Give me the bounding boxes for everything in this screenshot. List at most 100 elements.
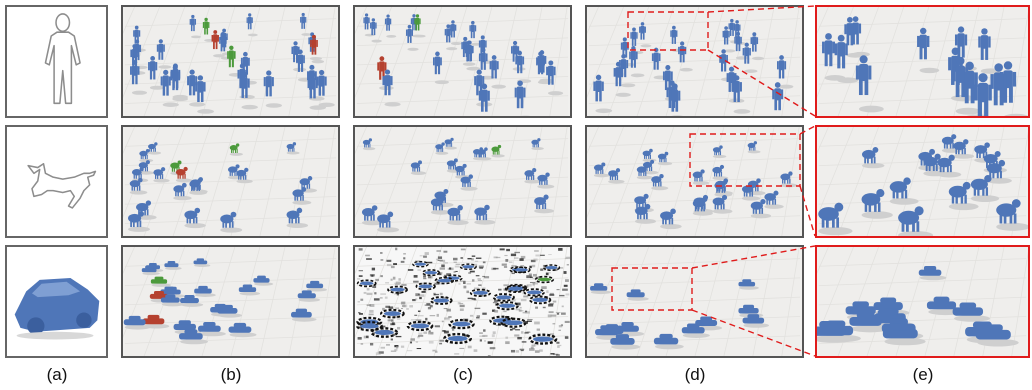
animal-figure	[128, 211, 150, 232]
car-figure	[500, 317, 527, 328]
animal-figure	[430, 195, 451, 215]
human-figure	[515, 50, 532, 84]
car-figure	[306, 280, 327, 292]
car-figure	[228, 322, 257, 338]
animal-figure	[986, 159, 1012, 184]
car-figure	[253, 275, 274, 286]
human-figure	[844, 16, 865, 58]
car-figure	[534, 275, 555, 284]
car-figure	[495, 301, 519, 311]
car-figure	[356, 320, 383, 332]
car-model-panel	[5, 245, 108, 358]
zoom-panel-e-animals	[815, 125, 1030, 238]
caption-d: (d)	[684, 365, 706, 384]
human-figure	[370, 18, 382, 43]
car-figure	[356, 279, 377, 288]
car-figure	[415, 282, 436, 291]
animal-figure	[286, 142, 300, 155]
car-figure	[179, 329, 209, 345]
animal-figure	[139, 148, 154, 163]
animal-figure	[937, 154, 962, 178]
animal-figure	[537, 172, 555, 189]
car-figure	[882, 323, 926, 346]
human-figure	[444, 24, 458, 51]
animal-figure	[286, 207, 309, 229]
human-figure	[855, 55, 884, 113]
human-figure	[246, 13, 258, 37]
car-figure	[380, 308, 405, 319]
animal-figure	[477, 147, 492, 161]
humans-b-scene	[123, 7, 337, 116]
car-figure	[952, 302, 990, 322]
car-model-icon	[14, 277, 100, 340]
car-figure	[297, 290, 321, 302]
car-figure	[412, 260, 429, 268]
animal-figure	[236, 167, 253, 184]
human-figure	[474, 69, 493, 107]
animal-figure	[292, 186, 312, 205]
animal-figure	[898, 206, 934, 236]
human-figure	[195, 75, 214, 114]
animal-figure	[861, 189, 893, 219]
human-figure	[377, 56, 394, 91]
human-figure	[239, 71, 258, 110]
animal-figure	[636, 164, 653, 180]
animal-figure	[764, 190, 784, 209]
result-panel-b-humans	[121, 5, 340, 118]
animal-figure	[184, 207, 206, 229]
human-figure	[187, 69, 206, 107]
car-figure	[238, 284, 261, 296]
animal-figure	[861, 147, 885, 169]
human-figure	[613, 61, 631, 97]
animals-b-scene	[123, 127, 337, 236]
human-figure	[478, 83, 490, 112]
animal-figure	[531, 138, 544, 151]
human-figure	[414, 14, 426, 38]
caption-b: (b)	[220, 365, 242, 384]
zoom-panel-e-humans	[815, 5, 1030, 118]
animal-figure	[444, 137, 458, 150]
animal-figure	[227, 164, 244, 180]
human-figure	[546, 60, 564, 96]
human-figure	[148, 56, 165, 90]
human-figure	[310, 34, 325, 64]
animal-figure	[534, 194, 554, 214]
human-figure	[405, 24, 419, 51]
car-figure	[817, 321, 854, 343]
car-figure	[513, 266, 531, 274]
animal-figure	[175, 166, 193, 183]
animal-figure	[410, 160, 427, 175]
human-figure	[978, 28, 1001, 74]
result-panel-d-cars	[585, 245, 804, 358]
caption-e: (e)	[912, 365, 934, 384]
human-sketch-icon	[44, 13, 81, 105]
result-panel-c-animals	[353, 125, 572, 238]
human-figure	[307, 72, 327, 110]
car-figure	[180, 294, 204, 307]
car-figure	[528, 295, 552, 305]
animal-figure	[474, 204, 496, 225]
human-figure	[170, 65, 188, 102]
animal-figure	[948, 181, 979, 211]
car-figure	[653, 333, 684, 350]
car-figure	[528, 333, 558, 345]
human-figure	[363, 13, 375, 37]
car-figure	[164, 261, 182, 270]
animal-figure	[712, 194, 733, 214]
car-figure	[198, 321, 226, 337]
animal-figure	[524, 167, 541, 184]
human-figure	[263, 70, 282, 108]
animal-figure	[593, 162, 610, 178]
cars-d-scene	[587, 247, 801, 356]
human-figure	[156, 39, 172, 69]
car-figure	[160, 294, 184, 307]
human-figure	[834, 34, 859, 84]
car-figure	[492, 293, 515, 302]
car-figure	[542, 264, 561, 271]
animal-figure	[660, 208, 682, 230]
cat-sketch-icon	[27, 162, 97, 209]
car-figure	[421, 269, 440, 277]
car-figure	[504, 284, 526, 293]
car-figure	[590, 283, 612, 295]
result-panel-b-cars	[121, 245, 340, 358]
